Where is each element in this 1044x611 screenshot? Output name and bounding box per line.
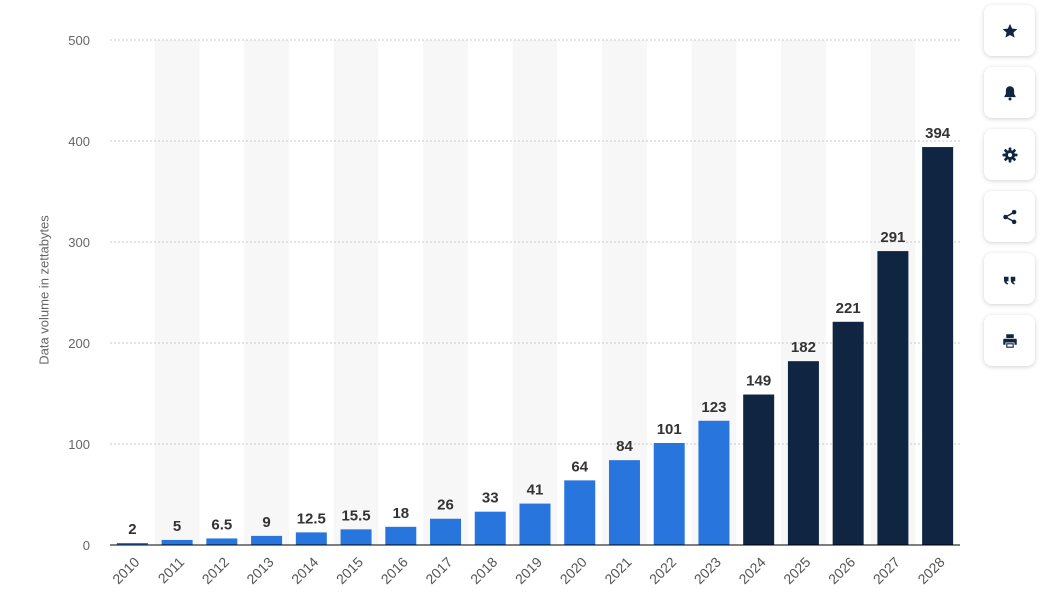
value-label: 101 (657, 421, 682, 438)
background-band (244, 40, 289, 545)
bar[interactable] (340, 529, 372, 545)
quote-icon (1003, 276, 1015, 285)
value-label: 33 (482, 490, 499, 507)
value-labels: 2 5 6.5 9 12.5 15.5 18 26 33 41 64 84 101 123 149 182 22… (128, 125, 951, 538)
background-band (333, 40, 379, 545)
x-tick-label: 2014 (288, 554, 321, 587)
x-tick-label: 2018 (467, 554, 500, 587)
bar[interactable] (922, 147, 954, 545)
value-label: 64 (571, 458, 588, 475)
value-label: 12.5 (297, 510, 326, 527)
value-label: 149 (746, 373, 771, 390)
star-icon (1002, 23, 1017, 38)
bar[interactable] (653, 442, 685, 545)
y-tick-label: 400 (68, 134, 90, 149)
gridlines (110, 39, 960, 445)
value-label: 394 (925, 125, 951, 142)
value-label: 41 (527, 482, 544, 499)
x-tick-label: 2013 (243, 554, 276, 587)
x-tick-label: 2020 (557, 554, 590, 587)
x-tick-label: 2023 (691, 554, 724, 587)
bar[interactable] (474, 511, 506, 545)
bar[interactable] (430, 518, 462, 545)
x-tick-label: 2028 (914, 554, 947, 587)
bar[interactable] (608, 460, 640, 545)
gear-icon (1002, 147, 1017, 162)
notification-button[interactable] (984, 67, 1035, 118)
value-label: 2 (128, 521, 136, 538)
x-tick-label: 2015 (333, 554, 366, 587)
print-button[interactable] (984, 315, 1035, 366)
x-tick-label: 2025 (780, 554, 813, 587)
value-label: 26 (437, 497, 454, 514)
background-band (154, 40, 200, 545)
x-tick-label: 2016 (378, 554, 411, 587)
bar[interactable] (295, 532, 327, 545)
x-tick-label: 2017 (422, 554, 455, 587)
value-label: 5 (173, 518, 181, 535)
y-tick-label: 200 (68, 336, 90, 351)
value-label: 84 (616, 438, 633, 455)
bar[interactable] (877, 251, 909, 545)
x-tick-label: 2019 (512, 554, 545, 587)
bar[interactable] (698, 420, 730, 545)
share-button[interactable] (984, 191, 1035, 242)
x-tick-label: 2022 (646, 554, 679, 587)
share-icon (1002, 209, 1016, 224)
bar[interactable] (564, 480, 596, 545)
y-axis-ticks: 0 100 200 300 400 500 (68, 33, 90, 553)
settings-button[interactable] (984, 129, 1035, 180)
x-tick-label: 2021 (601, 554, 634, 587)
x-tick-label: 2024 (735, 554, 768, 587)
bell-icon (1003, 85, 1016, 100)
background-band (512, 40, 558, 545)
printer-icon (1002, 333, 1017, 348)
bar[interactable] (832, 321, 864, 545)
value-label: 123 (701, 399, 726, 416)
value-label: 221 (836, 300, 861, 317)
bar-chart: 0 100 200 300 400 500 2 5 6.5 9 12.5 15.5 18 26 33 41 6… (68, 33, 960, 587)
bar[interactable] (206, 538, 238, 545)
x-tick-label: 2012 (199, 554, 232, 587)
chart-toolbar (984, 5, 1035, 377)
value-label: 15.5 (341, 507, 370, 524)
y-tick-label: 500 (68, 33, 90, 48)
bar[interactable] (787, 361, 819, 545)
x-tick-label: 2026 (825, 554, 858, 587)
bar[interactable] (385, 526, 417, 545)
favorite-button[interactable] (984, 5, 1035, 56)
value-label: 18 (392, 505, 409, 522)
citation-button[interactable] (984, 253, 1035, 304)
bars (116, 147, 954, 545)
bar[interactable] (161, 539, 193, 545)
value-label: 291 (880, 229, 905, 246)
x-tick-label: 2011 (155, 554, 188, 587)
x-axis-ticks: 2010 2011 2012 2013 2014 2015 2016 2017 2018 2019… (109, 554, 948, 587)
y-tick-label: 300 (68, 235, 90, 250)
value-label: 6.5 (211, 516, 232, 533)
x-tick-label: 2027 (870, 554, 903, 587)
bar[interactable] (519, 503, 551, 545)
y-tick-label: 100 (68, 437, 90, 452)
y-tick-label: 0 (83, 538, 90, 553)
bar[interactable] (251, 535, 283, 545)
value-label: 182 (791, 339, 816, 356)
background-band (423, 40, 468, 545)
value-label: 9 (262, 514, 270, 531)
y-axis-title: Data volume in zettabytes (36, 215, 52, 365)
bar[interactable] (116, 542, 148, 545)
x-tick-label: 2010 (109, 554, 142, 587)
bar[interactable] (743, 394, 775, 545)
